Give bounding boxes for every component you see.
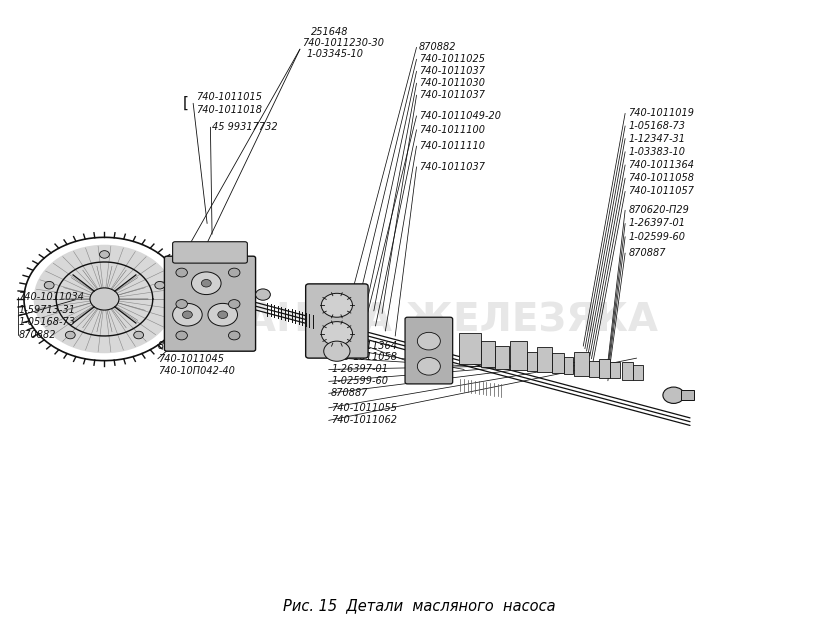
Circle shape [256, 289, 271, 300]
Text: 740-1011034: 740-1011034 [18, 292, 85, 302]
Circle shape [663, 387, 685, 403]
Text: [: [ [183, 96, 189, 111]
FancyBboxPatch shape [574, 352, 589, 376]
FancyBboxPatch shape [164, 256, 256, 351]
Circle shape [90, 288, 119, 310]
Text: 1-12347-31: 1-12347-31 [628, 134, 685, 144]
Text: 1-02599-60: 1-02599-60 [628, 232, 685, 241]
Text: ПЛАНЕТА ЖЕЛЕЗЯКА: ПЛАНЕТА ЖЕЛЕЗЯКА [180, 302, 658, 340]
Text: 740-1011045: 740-1011045 [158, 354, 224, 364]
Text: 740-1011015: 740-1011015 [195, 92, 261, 102]
Text: 1-03383-10: 1-03383-10 [628, 147, 685, 157]
Circle shape [218, 311, 228, 318]
Circle shape [229, 331, 240, 340]
Circle shape [155, 281, 165, 289]
Text: 740-1011230-30: 740-1011230-30 [303, 38, 385, 48]
Circle shape [321, 293, 353, 317]
Text: 740-1011037: 740-1011037 [419, 90, 485, 100]
Circle shape [34, 245, 175, 353]
Circle shape [229, 300, 240, 308]
Text: 740-1011110: 740-1011110 [419, 141, 485, 151]
Circle shape [208, 304, 237, 326]
FancyBboxPatch shape [589, 361, 599, 377]
Text: 1-03345-10: 1-03345-10 [307, 49, 364, 59]
FancyBboxPatch shape [527, 352, 537, 370]
Text: 740-1011025: 740-1011025 [419, 55, 485, 64]
Text: 740-1011055: 740-1011055 [331, 403, 397, 413]
FancyBboxPatch shape [405, 317, 453, 384]
FancyBboxPatch shape [552, 353, 563, 373]
Text: 740-1011057: 740-1011057 [628, 186, 695, 196]
Text: 740-1011037: 740-1011037 [419, 162, 485, 172]
FancyBboxPatch shape [610, 362, 620, 378]
Text: 870804: 870804 [158, 341, 195, 351]
Circle shape [173, 304, 202, 326]
Text: 870887: 870887 [331, 388, 369, 398]
Circle shape [176, 300, 188, 308]
Text: 870802: 870802 [331, 327, 369, 337]
Text: 740-1011030: 740-1011030 [419, 78, 485, 88]
Text: Рис. 15  Детали  масляного  насоса: Рис. 15 Детали масляного насоса [282, 598, 556, 613]
Circle shape [201, 279, 211, 287]
Text: 740-1011018: 740-1011018 [195, 105, 261, 115]
Text: 740-1011037: 740-1011037 [419, 66, 485, 76]
Circle shape [65, 331, 75, 339]
Circle shape [44, 281, 54, 289]
Text: 740-1011100: 740-1011100 [419, 125, 485, 135]
Text: 1-05168-73: 1-05168-73 [628, 121, 685, 131]
FancyBboxPatch shape [495, 346, 509, 369]
Text: 740-1011062: 740-1011062 [331, 415, 397, 426]
FancyBboxPatch shape [459, 333, 481, 365]
FancyBboxPatch shape [599, 359, 610, 377]
Circle shape [321, 322, 353, 345]
FancyBboxPatch shape [480, 340, 495, 367]
Circle shape [134, 331, 143, 339]
Text: 870887: 870887 [628, 248, 666, 258]
FancyBboxPatch shape [306, 284, 368, 358]
Text: 740-1011364: 740-1011364 [331, 340, 397, 351]
Text: 740-1011049-20: 740-1011049-20 [419, 111, 501, 121]
FancyBboxPatch shape [173, 242, 247, 263]
Text: 1-26397-01: 1-26397-01 [628, 218, 685, 229]
Circle shape [192, 272, 221, 295]
Text: 870882: 870882 [18, 330, 56, 340]
Text: 1-59713-31: 1-59713-31 [18, 305, 75, 315]
Text: 740-1011019: 740-1011019 [628, 108, 695, 118]
Text: 870882: 870882 [419, 42, 457, 52]
Circle shape [176, 331, 188, 340]
Text: 740-10П042-40: 740-10П042-40 [158, 367, 235, 376]
Circle shape [176, 268, 188, 277]
FancyBboxPatch shape [681, 390, 694, 400]
FancyBboxPatch shape [510, 341, 526, 370]
Text: 870620-П29: 870620-П29 [628, 205, 690, 215]
FancyBboxPatch shape [634, 365, 644, 380]
Circle shape [323, 341, 350, 361]
Text: 45 99317732: 45 99317732 [212, 122, 277, 132]
Text: 740-1011058: 740-1011058 [331, 352, 397, 363]
Circle shape [417, 358, 440, 375]
Circle shape [183, 311, 193, 318]
Text: 740-1011058: 740-1011058 [628, 173, 695, 183]
FancyBboxPatch shape [537, 347, 552, 372]
Text: 1-05168-73: 1-05168-73 [18, 317, 75, 327]
Text: 251648: 251648 [311, 26, 348, 37]
Text: 1-02599-60: 1-02599-60 [331, 376, 388, 386]
FancyBboxPatch shape [622, 362, 634, 379]
Circle shape [100, 250, 110, 258]
Circle shape [229, 268, 240, 277]
Circle shape [417, 333, 440, 350]
Text: 1-26397-01: 1-26397-01 [331, 365, 388, 374]
Text: 740-1011364: 740-1011364 [628, 160, 695, 170]
FancyBboxPatch shape [563, 357, 573, 374]
